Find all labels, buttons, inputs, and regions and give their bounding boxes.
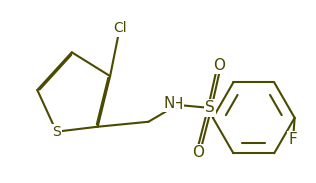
Text: S: S — [52, 125, 61, 139]
Text: F: F — [289, 132, 297, 147]
Text: S: S — [205, 100, 215, 115]
Text: H: H — [171, 97, 183, 112]
Text: O: O — [213, 58, 225, 73]
Text: N: N — [164, 96, 175, 111]
Text: O: O — [192, 145, 204, 160]
Text: Cl: Cl — [113, 21, 126, 36]
